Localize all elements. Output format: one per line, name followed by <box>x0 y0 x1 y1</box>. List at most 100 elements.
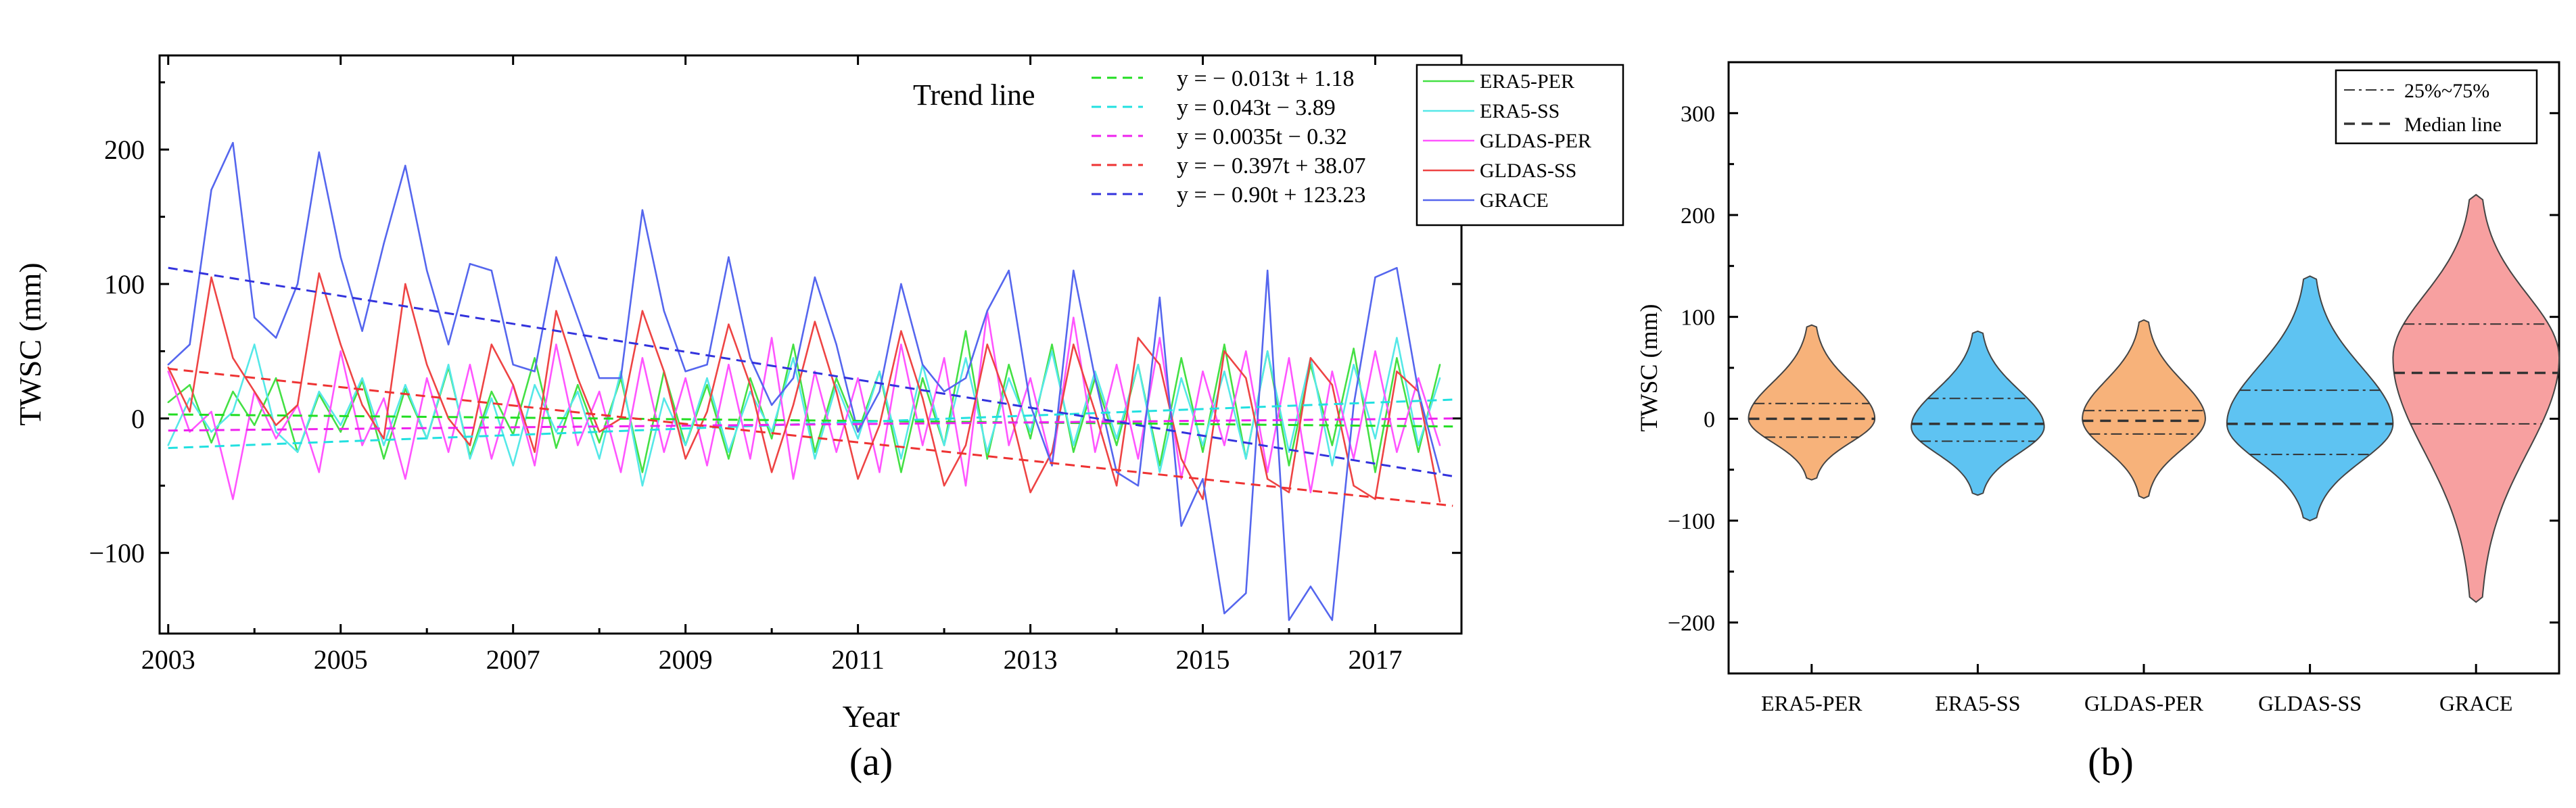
data-point <box>684 371 686 373</box>
data-point <box>706 384 708 386</box>
data-point <box>964 330 967 332</box>
panel-b-legend: 25%~75% Median line <box>2335 69 2538 145</box>
data-point <box>857 377 859 379</box>
data-point <box>512 384 514 386</box>
data-point <box>619 471 622 473</box>
data-point <box>1331 384 1334 386</box>
data-point <box>1008 444 1010 446</box>
data-point <box>210 276 212 279</box>
series-legend-label: GLDAS-SS <box>1480 160 1576 182</box>
data-point <box>490 397 492 400</box>
data-point <box>1331 619 1334 621</box>
data-point <box>534 465 536 467</box>
data-point <box>490 269 492 272</box>
y-tick-label: 200 <box>104 135 145 165</box>
data-point <box>1115 437 1118 439</box>
data-point <box>706 364 708 366</box>
data-point <box>275 377 277 379</box>
violin-body <box>2226 275 2394 522</box>
data-point <box>339 424 342 426</box>
data-point <box>1115 444 1118 446</box>
y-tick-label: 0 <box>131 404 145 434</box>
data-point <box>254 424 256 426</box>
data-point <box>770 337 773 339</box>
data-point <box>964 377 967 379</box>
trend-equation: y = 0.0035t − 0.32 <box>1177 124 1347 149</box>
violin-body <box>2082 319 2206 500</box>
data-point <box>728 364 730 366</box>
data-point <box>1374 350 1376 352</box>
data-point <box>663 397 665 400</box>
data-point <box>641 485 644 487</box>
panel-a-trend-lines <box>168 266 1453 507</box>
data-point <box>254 390 256 393</box>
data-point <box>447 343 450 346</box>
data-point <box>641 471 644 473</box>
data-point <box>1418 390 1420 393</box>
data-point <box>792 343 795 346</box>
data-point <box>814 451 816 453</box>
data-point <box>1331 444 1334 446</box>
data-point <box>1094 377 1096 379</box>
data-point <box>339 343 342 346</box>
data-point <box>404 478 406 480</box>
data-point <box>1331 371 1334 373</box>
data-point <box>1418 444 1420 446</box>
data-point <box>469 364 471 366</box>
data-point <box>1202 478 1204 480</box>
y-tick-label: 100 <box>104 269 145 300</box>
panel-a-series <box>167 141 1441 621</box>
data-point <box>490 458 492 460</box>
data-point <box>555 447 557 449</box>
data-point <box>770 437 773 439</box>
data-point <box>275 437 277 439</box>
data-point <box>189 384 191 386</box>
data-point <box>1418 377 1420 379</box>
data-point <box>900 330 902 332</box>
violin-gldas-per <box>2082 319 2206 500</box>
data-point <box>318 272 320 275</box>
data-point <box>189 397 191 400</box>
data-point <box>1288 619 1290 621</box>
data-point <box>275 337 277 339</box>
data-point <box>555 343 557 346</box>
data-point <box>1029 437 1031 439</box>
data-point <box>986 451 989 453</box>
data-point <box>1137 364 1140 366</box>
x-tick-label: 2005 <box>314 644 368 675</box>
series-legend-label: ERA5-PER <box>1480 70 1574 93</box>
data-point <box>1396 371 1398 373</box>
data-point <box>1309 492 1312 494</box>
data-point <box>577 377 579 379</box>
data-point <box>1396 267 1398 269</box>
data-point <box>318 471 320 473</box>
data-point <box>426 377 428 379</box>
data-point <box>986 458 989 460</box>
data-point <box>404 384 406 386</box>
data-point <box>1158 471 1161 473</box>
x-tick-label: GRACE <box>2439 691 2512 715</box>
data-point <box>1288 451 1290 453</box>
series-era5-ss <box>167 337 1441 487</box>
data-point <box>1115 471 1118 473</box>
data-point <box>1267 478 1269 480</box>
data-point <box>663 371 665 373</box>
data-point <box>232 390 234 393</box>
x-tick-label: 2017 <box>1349 644 1403 675</box>
data-point <box>922 397 924 400</box>
data-point <box>512 364 514 366</box>
x-tick-label: GLDAS-PER <box>2084 691 2204 715</box>
data-point <box>964 485 967 487</box>
panel-b-ticks <box>1729 61 2559 673</box>
data-point <box>232 357 234 359</box>
series-line-era5-per <box>167 330 1441 473</box>
data-point <box>857 437 859 439</box>
data-point <box>1353 485 1355 487</box>
data-point <box>167 371 169 373</box>
data-point <box>943 485 945 487</box>
data-point <box>814 458 816 460</box>
data-point <box>770 471 773 473</box>
series-era5-per <box>167 330 1441 473</box>
data-point <box>1029 492 1031 494</box>
violin-body <box>2392 193 2560 603</box>
